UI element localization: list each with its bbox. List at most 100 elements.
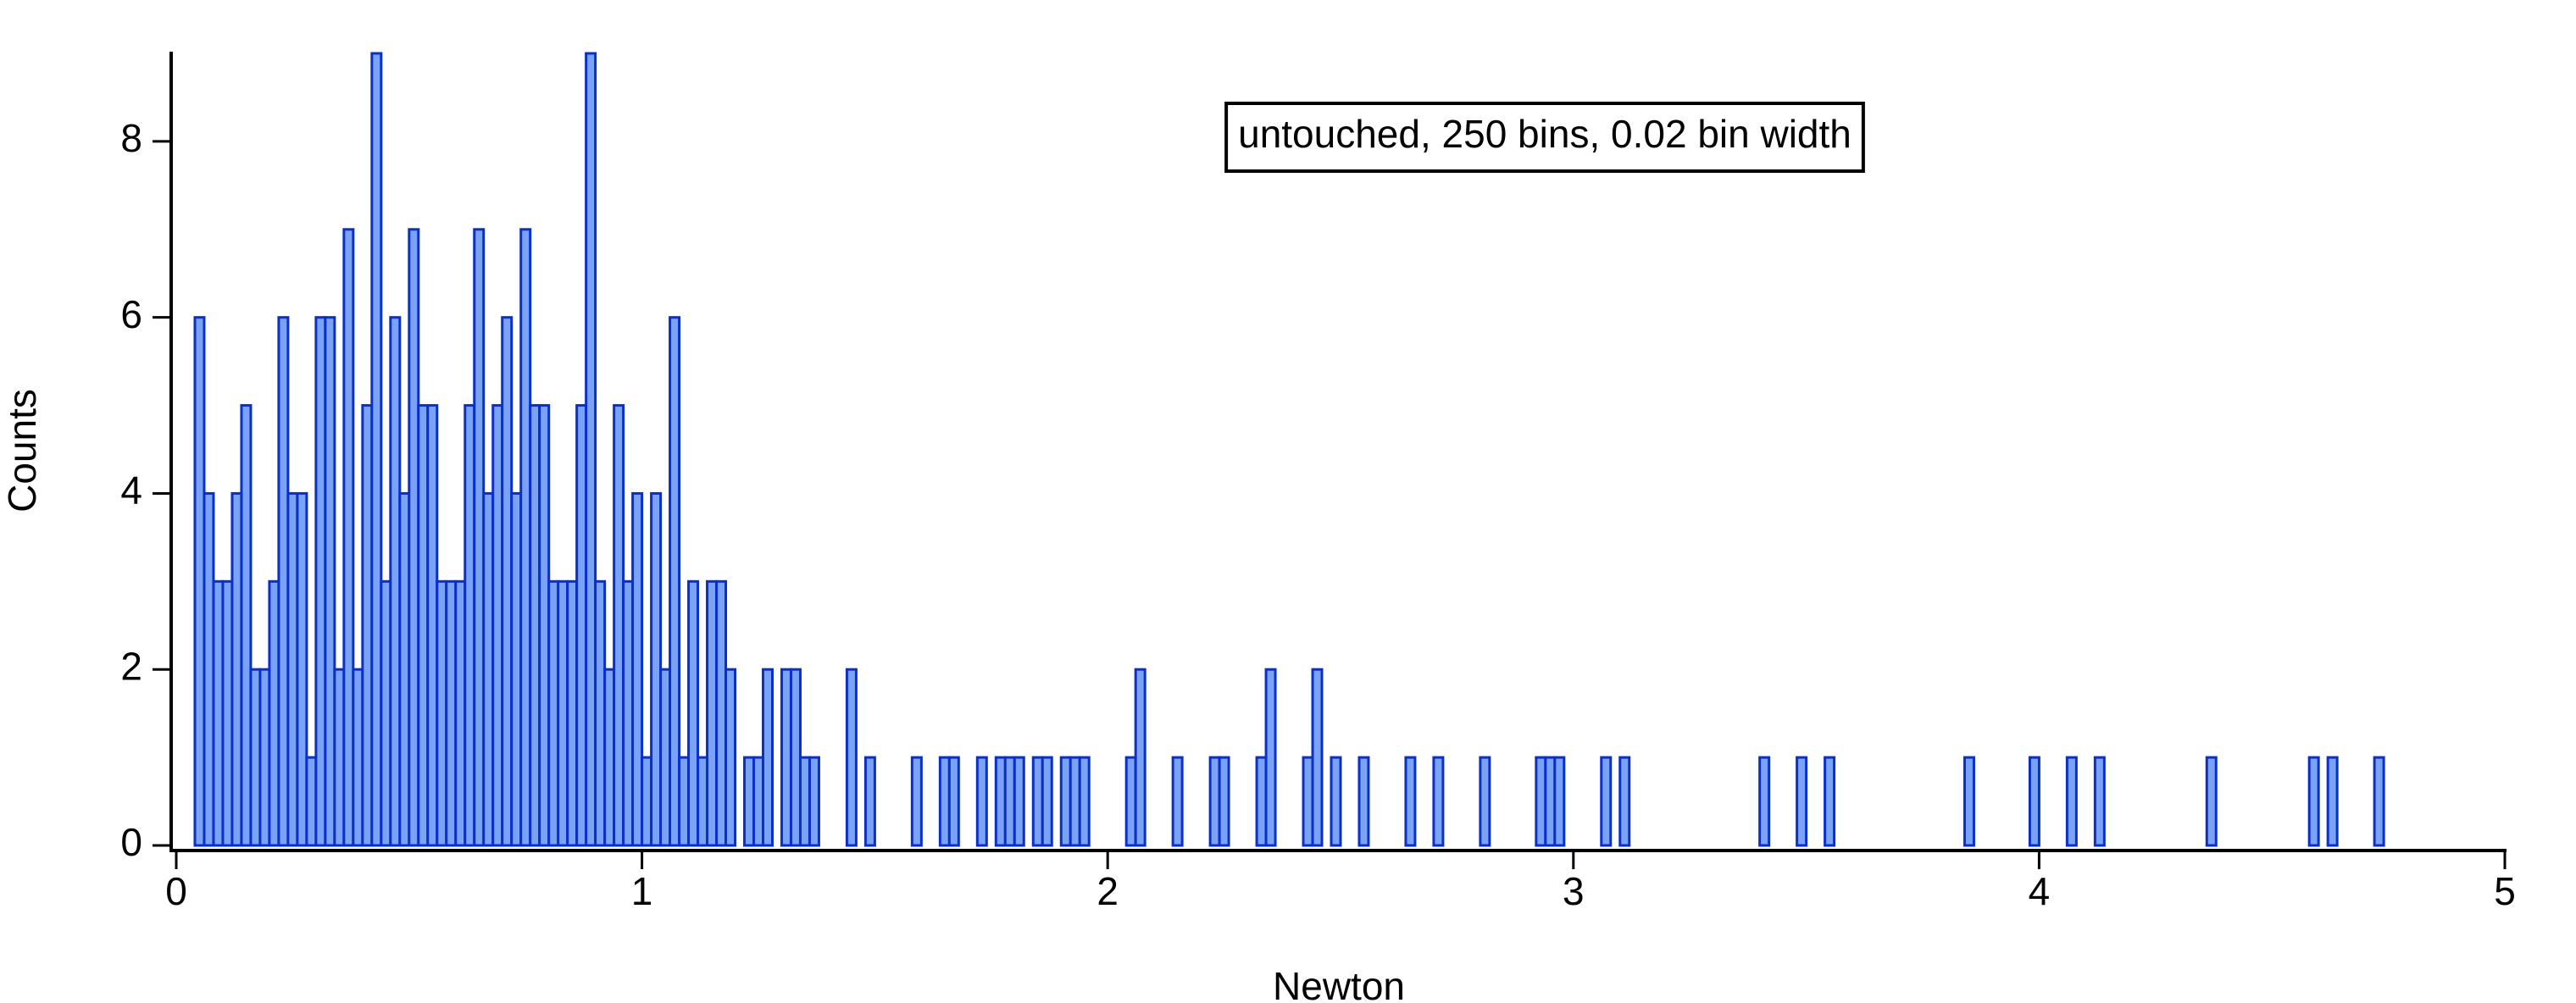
histogram-bar xyxy=(1535,756,1547,847)
histogram-bar xyxy=(975,756,988,847)
histogram-bar xyxy=(566,579,579,847)
histogram-bar xyxy=(240,404,253,847)
histogram-bar xyxy=(417,404,430,847)
histogram-bar xyxy=(1618,756,1631,847)
histogram-bar xyxy=(1031,756,1044,847)
histogram-bar xyxy=(1357,756,1370,847)
histogram-bar xyxy=(994,756,1007,847)
histogram-bar xyxy=(1013,756,1025,847)
histogram-bar xyxy=(324,316,336,847)
histogram-bar xyxy=(1796,756,1808,847)
histogram-bar xyxy=(650,491,663,847)
x-tick-label: 5 xyxy=(2494,869,2516,913)
histogram-bar xyxy=(221,579,234,847)
histogram-bar xyxy=(2205,756,2218,847)
histogram-bar xyxy=(1059,756,1072,847)
y-tick-label: 6 xyxy=(120,292,142,336)
histogram-bar xyxy=(938,756,951,847)
histogram-bar xyxy=(613,404,625,847)
histogram-bar xyxy=(370,52,383,847)
histogram-bar xyxy=(2093,756,2106,847)
x-tick-label: 2 xyxy=(1096,869,1119,913)
histogram-bar xyxy=(724,668,737,847)
histogram-bar xyxy=(622,579,635,847)
histogram-bar xyxy=(482,491,495,847)
histogram-bar xyxy=(305,756,318,847)
histogram-bar xyxy=(408,228,420,847)
histogram-bar xyxy=(798,756,811,847)
annotation-box xyxy=(1224,102,1865,173)
annotation-text: untouched, 250 bins, 0.02 bin width xyxy=(1238,112,1852,156)
y-tick-label: 4 xyxy=(120,468,142,513)
x-tick-label: 4 xyxy=(2029,869,2051,913)
histogram-bar xyxy=(1758,756,1771,847)
histogram-bar xyxy=(203,491,215,847)
histogram-bar xyxy=(863,756,876,847)
histogram-bar xyxy=(641,756,653,847)
histogram-bar xyxy=(314,316,327,847)
histogram-bar xyxy=(342,228,355,847)
histogram-bar xyxy=(845,668,858,847)
histogram-bar xyxy=(212,579,225,847)
histogram-bar xyxy=(659,668,672,847)
histogram-bar xyxy=(594,579,607,847)
histogram-bar xyxy=(258,668,271,847)
histogram-bar xyxy=(1963,756,1975,847)
histogram-bar xyxy=(519,228,532,847)
histogram-bar xyxy=(464,404,476,847)
histogram-bar xyxy=(1218,756,1230,847)
histogram-bar xyxy=(249,668,262,847)
histogram-bar xyxy=(501,316,514,847)
histogram-bar xyxy=(529,404,541,847)
histogram-bar xyxy=(1404,756,1417,847)
histogram-bar xyxy=(389,316,402,847)
histogram-bar xyxy=(1330,756,1342,847)
histogram-bar xyxy=(687,579,700,847)
histogram-bar xyxy=(436,579,448,847)
histogram-bar xyxy=(1432,756,1445,847)
histogram-bar xyxy=(1255,756,1268,847)
histogram-bar xyxy=(230,491,243,847)
histogram-bar xyxy=(352,668,364,847)
histogram-bar xyxy=(286,491,299,847)
histogram-bar xyxy=(631,491,644,847)
histogram-bar xyxy=(2373,756,2385,847)
histogram-bar xyxy=(669,316,681,847)
histogram-bar xyxy=(808,756,820,847)
histogram-bar xyxy=(706,579,719,847)
histogram-bar xyxy=(743,756,756,847)
histogram-bar xyxy=(538,404,551,847)
histogram-bar xyxy=(1078,756,1091,847)
y-tick-label: 0 xyxy=(120,820,142,864)
histogram-bar xyxy=(1302,756,1314,847)
histogram-bar xyxy=(557,579,569,847)
histogram-bar xyxy=(2065,756,2078,847)
histogram-bar xyxy=(296,491,308,847)
histogram-bar xyxy=(947,756,960,847)
histogram-bar xyxy=(585,52,597,847)
histogram-bar xyxy=(277,316,290,847)
histogram-bar xyxy=(1124,756,1137,847)
x-tick-label: 1 xyxy=(631,869,653,913)
histogram-bar xyxy=(780,668,792,847)
y-axis-label: Counts xyxy=(0,389,44,513)
histogram-bar xyxy=(2028,756,2040,847)
histogram-bar xyxy=(1600,756,1613,847)
histogram-bar xyxy=(1171,756,1184,847)
histogram-bar xyxy=(333,668,346,847)
histogram-bar xyxy=(1003,756,1016,847)
histogram-bar xyxy=(454,579,467,847)
x-tick-label: 0 xyxy=(165,869,187,913)
histogram-bar xyxy=(193,316,206,847)
y-tick-label: 2 xyxy=(120,644,142,688)
histogram-bar xyxy=(547,579,560,847)
histogram-bar xyxy=(1264,668,1277,847)
histogram-bar xyxy=(715,579,728,847)
histogram-bar xyxy=(361,404,374,847)
histogram-bar xyxy=(445,579,458,847)
histogram-bar xyxy=(380,579,392,847)
histogram-bar xyxy=(697,756,709,847)
histogram-bar xyxy=(789,668,802,847)
